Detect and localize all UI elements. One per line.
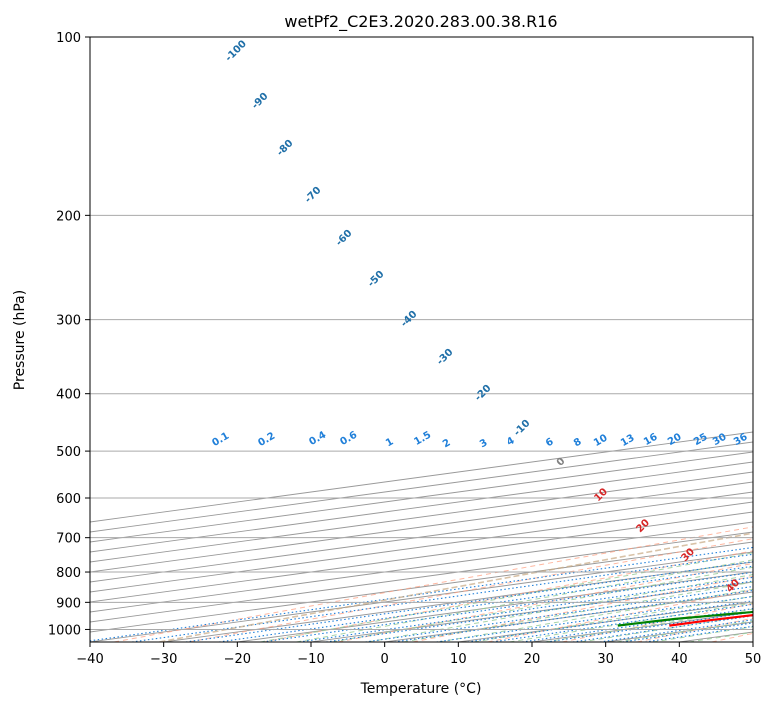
isotherm-line <box>90 461 753 553</box>
y-tick-label: 700 <box>56 532 81 547</box>
y-tick-label: 900 <box>56 596 81 611</box>
y-tick-label: 200 <box>56 209 81 224</box>
plot-frame <box>89 36 754 643</box>
moist-adiabat-line <box>438 588 753 642</box>
x-tick-label: 30 <box>597 652 614 667</box>
x-axis-label: Temperature (°C) <box>360 681 482 697</box>
x-tick-label: 10 <box>450 652 467 667</box>
mixing-ratio-line <box>131 553 753 642</box>
y-tick-label: 300 <box>56 314 81 329</box>
moist-adiabat-line <box>367 574 753 642</box>
y-tick-label: 500 <box>56 445 81 460</box>
pressure-gridlines <box>90 37 753 630</box>
isotherm-line <box>90 491 753 583</box>
mixing-ratio-label: 1 <box>384 436 396 449</box>
moist-adiabat-line <box>296 559 753 642</box>
isotherm-line <box>90 481 753 573</box>
mixing-ratio-label: 8 <box>572 436 584 449</box>
dry-adiabat-line <box>114 526 753 642</box>
x-tick-label: −40 <box>76 652 103 667</box>
y-tick-label: 1000 <box>48 623 81 638</box>
x-tick-label: 40 <box>671 652 688 667</box>
isotherm-line <box>90 521 753 613</box>
isotherm-line <box>90 451 753 543</box>
x-tick-label: 20 <box>524 652 541 667</box>
x-tick-label: −20 <box>224 652 251 667</box>
mixing-ratio-label: 3 <box>478 437 490 450</box>
mixing-ratio-line <box>436 595 753 642</box>
mixing-ratio-line <box>492 603 753 642</box>
mixing-ratio-line <box>185 561 753 642</box>
y-axis-label: Pressure (hPa) <box>12 290 28 390</box>
isotherm-line <box>90 471 753 563</box>
dry-adiabat-line <box>412 575 753 642</box>
moist-adiabat-line <box>260 552 753 642</box>
isotherm-line <box>90 531 753 623</box>
y-tick-label: 600 <box>56 492 81 507</box>
mixing-ratio-label: 6 <box>544 436 556 449</box>
y-axis: 1000 900 800 700 600 500 400 300 200 100 <box>48 31 90 638</box>
x-tick-label: 0 <box>381 652 389 667</box>
isotherm-line <box>90 511 753 603</box>
x-tick-label: −30 <box>150 652 177 667</box>
y-tick-label: 800 <box>56 566 81 581</box>
x-axis: −40 −30 −20 −10 0 10 20 30 40 50 <box>76 642 761 667</box>
y-tick-label: 100 <box>56 31 81 46</box>
x-tick-label: −10 <box>297 652 324 667</box>
mixing-ratio-line <box>467 600 753 642</box>
chart-title: wetPf2_C2E3.2020.283.00.38.R16 <box>284 12 557 32</box>
reference-curve <box>159 532 753 642</box>
mixing-ratio-label: 4 <box>505 435 517 448</box>
dry-adiabat-line <box>263 550 753 642</box>
dry-adiabat-line <box>487 589 753 642</box>
mixing-ratio-line <box>90 546 753 642</box>
y-tick-label: 400 <box>56 388 81 403</box>
mixing-ratio-label: 2 <box>441 437 453 450</box>
x-tick-label: 50 <box>745 652 762 667</box>
isotherm-line <box>90 501 753 593</box>
